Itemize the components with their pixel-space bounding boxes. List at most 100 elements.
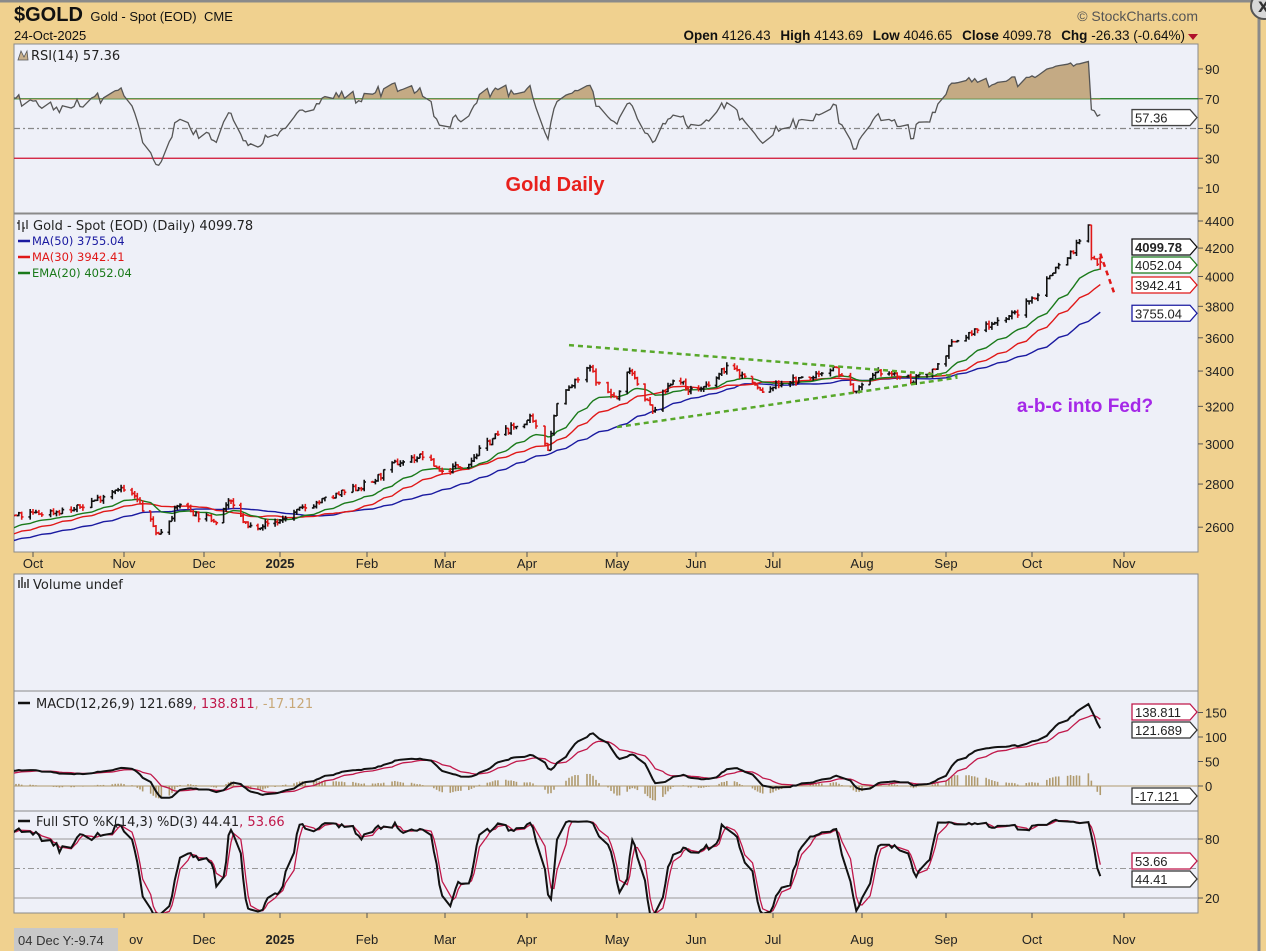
price-bar <box>760 387 765 393</box>
bottom-x-axis-label: May <box>605 932 630 947</box>
rsi-overbought-fill <box>14 61 1101 100</box>
macd-signal-tag-text: 138.811 <box>1135 705 1181 720</box>
price-bar <box>743 373 747 378</box>
bottom-x-axis-label: Jun <box>686 932 707 947</box>
bottom-x-axis-label: ov <box>129 932 143 947</box>
price-bar <box>1056 262 1061 270</box>
price-bar <box>101 494 106 504</box>
sto-d-tag: 53.66 <box>1131 852 1198 870</box>
bottom-x-axis-label: Apr <box>517 932 538 947</box>
price-bar <box>617 390 622 401</box>
macd-value: MACD(12,26,9) 121.689 <box>36 697 193 712</box>
price-bar <box>496 430 500 436</box>
price-bar <box>597 381 601 385</box>
high-label: High <box>780 28 810 43</box>
crosshair-tooltip: 04 Dec Y:-9.74 <box>14 928 118 951</box>
rsi-axis-tick-label: 90 <box>1205 62 1219 77</box>
price-legend-text: Gold - Spot (EOD) (Daily) 4099.78 <box>33 219 253 234</box>
sto-legend-text: Full STO %K(14,3) %D(3) 44.41, 53.66 <box>36 815 285 830</box>
price-bar <box>820 372 824 377</box>
price-bar <box>635 376 640 386</box>
sto-axis-tick-label: 80 <box>1205 832 1219 847</box>
macd-histogram-value: , -17.121 <box>255 697 313 712</box>
change-label: Chg <box>1061 28 1087 43</box>
ma50-value-tag: 3755.04 <box>1131 304 1198 322</box>
price-axis-tick-label: 3600 <box>1205 331 1234 346</box>
sto-d-line <box>14 819 1101 913</box>
price-bar <box>159 529 164 535</box>
price-bar <box>40 512 44 517</box>
rsi-overbought-fill-group <box>14 61 1101 100</box>
close-value: 4099.78 <box>1003 28 1052 43</box>
price-bar <box>248 522 253 528</box>
chart-header-title: $GOLD Gold - Spot (EOD) CME <box>14 4 233 26</box>
x-axis-label: Mar <box>434 556 457 571</box>
x-axis-label: Apr <box>517 556 538 571</box>
price-legend: Gold - Spot (EOD) (Daily) 4099.78 MA(50)… <box>17 219 253 280</box>
price-bar <box>779 380 784 388</box>
macd-histogram-tag: -17.121 <box>1131 787 1198 805</box>
volume-legend: Volume undef <box>18 577 123 593</box>
low-value: 4046.65 <box>904 28 953 43</box>
x-axis-label: Nov <box>1112 556 1136 571</box>
exchange: CME <box>204 9 233 24</box>
x-axis-label: Jul <box>765 556 782 571</box>
ma30-value-tag-text: 3942.41 <box>1135 278 1182 293</box>
price-axis-tick-label: 4000 <box>1205 269 1234 284</box>
ohlc-bars-icon <box>17 220 28 232</box>
price-bar <box>140 500 145 512</box>
price-bar <box>214 520 219 526</box>
price-bar <box>725 362 729 375</box>
price-bar <box>420 451 425 461</box>
close-chart-button[interactable]: X <box>1250 0 1266 20</box>
x-axis-label: Oct <box>23 556 44 571</box>
bottom-x-axis-label: 2025 <box>266 932 295 947</box>
upper-triangle-line[interactable] <box>568 343 958 378</box>
x-axis-label: Oct <box>1022 556 1043 571</box>
lower-triangle-line[interactable] <box>616 376 958 429</box>
rsi-axis-tick-label: 30 <box>1205 151 1219 166</box>
x-axis-label: May <box>605 556 630 571</box>
price-bar <box>653 406 657 413</box>
macd-signal-value: , 138.811 <box>193 697 255 712</box>
price-bar <box>60 507 65 515</box>
abc-into-fed-annotation: a-b-c into Fed? <box>1017 396 1153 417</box>
price-bar <box>534 419 538 429</box>
price-bar <box>196 511 201 523</box>
price-bar <box>975 328 980 334</box>
x-axis-label: Jun <box>686 556 707 571</box>
price-axis-tick-label: 3400 <box>1205 364 1234 379</box>
price-bar <box>303 503 308 512</box>
price-bar <box>362 479 366 492</box>
ma50-legend-text: MA(50) 3755.04 <box>32 234 125 248</box>
rsi-legend-text: RSI(14) 57.36 <box>31 49 120 64</box>
high-value: 4143.69 <box>814 28 863 43</box>
last-price-tag: 4099.78 <box>1131 238 1198 256</box>
ma50-value-tag-text: 3755.04 <box>1135 306 1182 321</box>
price-bar <box>1098 255 1103 270</box>
projected-decline-line[interactable] <box>1099 253 1117 297</box>
price-bar <box>1036 293 1040 302</box>
price-bar <box>178 503 182 509</box>
stockcharts-copyright[interactable]: © StockCharts.com <box>1077 8 1198 24</box>
macd-value-tag-text: 121.689 <box>1135 723 1182 738</box>
change-value: -26.33 (-0.64%) <box>1091 28 1185 43</box>
ohlc-summary: Open 4126.43 High 4143.69 Low 4046.65 Cl… <box>684 28 1185 43</box>
price-axis-tick-label: 3800 <box>1205 299 1234 314</box>
volume-legend-text: Volume undef <box>33 578 123 593</box>
price-bar <box>689 385 693 395</box>
bottom-x-axis-label: Feb <box>356 932 378 947</box>
price-bar <box>707 381 711 387</box>
x-axis-label: Feb <box>356 556 378 571</box>
sto-k-value: Full STO %K(14,3) %D(3) 44.41 <box>36 815 239 830</box>
price-bar <box>514 425 519 430</box>
price-bar <box>477 445 482 457</box>
price-bar <box>840 373 844 377</box>
price-bar <box>995 317 1000 326</box>
price-bar <box>1077 239 1082 245</box>
sto-axis-tick-label: 20 <box>1205 891 1219 906</box>
price-bar <box>879 369 883 377</box>
sto-k-line <box>14 818 1102 913</box>
macd-line <box>14 702 1102 799</box>
